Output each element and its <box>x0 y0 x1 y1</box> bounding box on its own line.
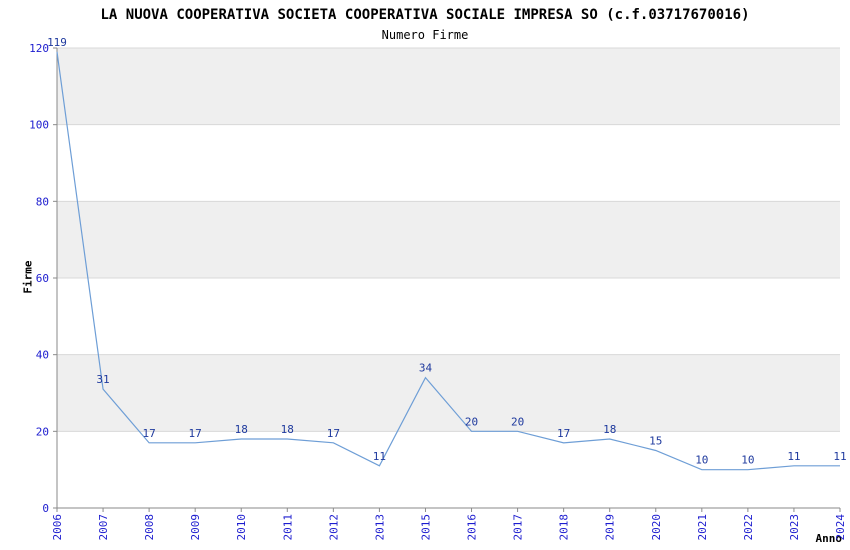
value-label: 119 <box>47 36 67 49</box>
value-labels: 119 31 17 17 18 18 17 11 34 20 20 17 18 15 10 10 11 11 <box>47 36 847 467</box>
x-tick-label: 2010 <box>235 514 248 541</box>
value-label: 10 <box>695 454 708 467</box>
y-tick-labels: 0 20 40 60 80 100 120 <box>29 42 49 515</box>
y-tick-label: 80 <box>36 195 49 208</box>
x-tick-label: 2022 <box>742 514 755 541</box>
x-tick-label: 2015 <box>419 514 432 541</box>
x-tick-label: 2024 <box>834 514 847 541</box>
y-tick-label: 60 <box>36 272 49 285</box>
x-axis-title: Anno <box>815 532 843 545</box>
x-tick-label: 2008 <box>143 514 156 541</box>
y-tick-label: 20 <box>36 425 49 438</box>
y-tick-label: 120 <box>29 42 49 55</box>
value-label: 18 <box>603 423 616 436</box>
y-tick-label: 0 <box>42 502 49 515</box>
value-label: 11 <box>373 450 386 463</box>
chart-title: LA NUOVA COOPERATIVA SOCIETA COOPERATIVA… <box>100 7 750 23</box>
y-tick-label: 100 <box>29 119 49 132</box>
value-label: 11 <box>787 450 800 463</box>
series-line <box>56 51 840 471</box>
value-label: 34 <box>419 362 433 375</box>
x-tick-label: 2013 <box>373 514 386 541</box>
value-label: 17 <box>327 427 340 440</box>
value-label: 15 <box>649 435 662 448</box>
value-label: 10 <box>741 454 754 467</box>
value-label: 11 <box>833 450 846 463</box>
axes <box>56 48 841 512</box>
value-label: 20 <box>511 415 524 428</box>
x-tick-label: 2016 <box>466 514 479 541</box>
value-label: 20 <box>465 415 478 428</box>
x-tick-label: 2006 <box>51 514 64 541</box>
x-tick-label: 2019 <box>604 514 617 541</box>
x-tick-label: 2018 <box>558 514 571 541</box>
value-label: 18 <box>281 423 294 436</box>
y-tick-label: 40 <box>36 349 49 362</box>
x-tick-label: 2012 <box>327 514 340 541</box>
plot-band <box>57 354 840 432</box>
x-tick-label: 2023 <box>788 514 801 541</box>
value-label: 17 <box>142 427 155 440</box>
plot-band <box>57 201 840 278</box>
x-tick-label: 2011 <box>281 514 294 541</box>
x-tick-label: 2007 <box>97 514 110 541</box>
plot-band <box>57 48 840 125</box>
x-tick-label: 2017 <box>512 514 525 541</box>
value-label: 31 <box>96 373 109 386</box>
chart-subtitle: Numero Firme <box>381 28 469 42</box>
plot-bands <box>57 48 840 432</box>
x-tick-labels: 2006 2007 2008 2009 2010 2011 2012 2013 2015 2016… <box>51 514 847 541</box>
value-label: 18 <box>235 423 248 436</box>
value-label: 17 <box>557 427 570 440</box>
x-tick-label: 2021 <box>696 514 709 541</box>
x-tick-label: 2020 <box>650 514 663 541</box>
x-tick-label: 2009 <box>189 514 202 541</box>
value-label: 17 <box>189 427 202 440</box>
